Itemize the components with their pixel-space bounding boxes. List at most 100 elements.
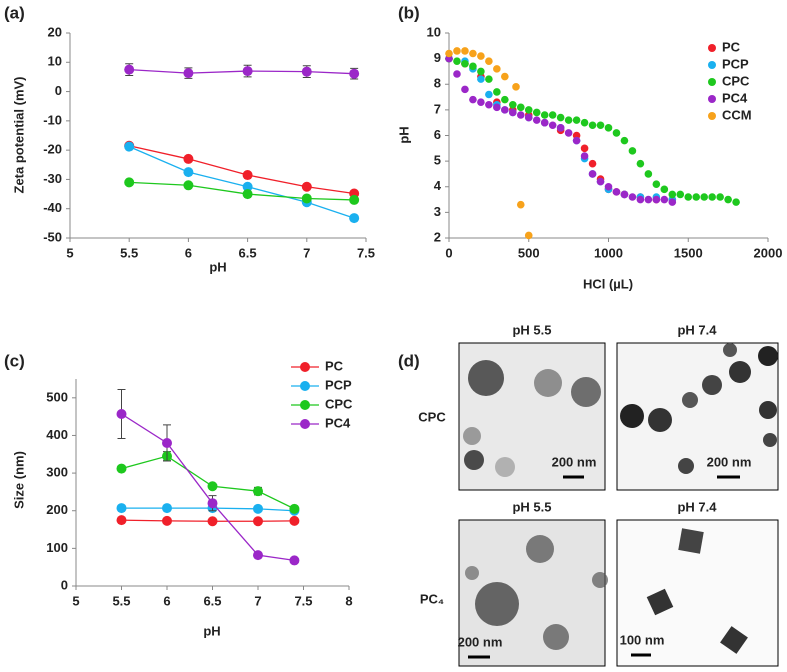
legend-marker [708,112,716,120]
micrograph: 200 nm [458,342,606,491]
point [564,129,573,137]
point [596,121,605,130]
point [289,515,300,526]
point [289,503,300,514]
point [469,49,477,58]
y-tick-label: 2 [434,229,441,244]
y-tick-label: 300 [46,465,68,480]
point [469,62,477,71]
point [684,193,693,201]
point [485,75,493,83]
x-tick-label: 5 [66,245,73,260]
micrograph: 200 nm [616,342,779,491]
point [668,198,677,206]
series-line [128,146,355,219]
point [509,108,517,117]
x-tick-label: 2000 [754,245,783,260]
point [207,481,218,492]
point [668,190,677,199]
point [501,106,509,114]
point [207,498,218,509]
y-tick-label: 8 [434,76,441,91]
point [242,181,253,192]
x-tick-label: 7.5 [294,593,312,608]
point [588,170,597,178]
y-tick-label: -30 [43,171,62,186]
y-tick-label: 4 [434,178,442,193]
point [461,47,469,55]
scale-bar-label: 100 nm [620,632,665,647]
point [548,111,557,119]
y-tick-label: 500 [46,389,68,404]
scale-bar-label: 200 nm [707,454,752,469]
point [644,170,653,178]
point [183,180,194,191]
x-tick-label: 6.5 [239,245,257,260]
x-tick-label: 7 [303,245,310,260]
legend-marker [708,44,716,52]
point [732,198,740,206]
y-tick-label: -20 [43,142,62,157]
point [116,409,127,420]
point [493,65,501,73]
legend-label: PCP [722,56,749,71]
legend-label: PC4 [722,90,748,105]
point [124,177,135,188]
point [183,68,194,79]
point [628,147,637,155]
legend-label: CCM [722,107,752,122]
point [477,98,485,106]
x-tick-label: 1000 [594,245,623,260]
point [349,68,360,79]
point [453,57,461,65]
point [477,67,485,76]
point [124,141,135,152]
series-line [129,145,355,195]
point [660,185,669,194]
image-title: pH 7.4 [677,322,717,337]
x-tick-label: 6 [185,245,192,260]
legend-marker [708,61,716,69]
y-tick-label: 10 [48,54,62,69]
chart-panel: (c) pH Size (nm) 5 5.5 6 6.5 7 7.5 8 0 100 200 300 400… [4,351,353,638]
point [652,180,661,188]
y-axis-label: pH [396,126,411,143]
point [580,118,589,127]
point [556,124,565,132]
point [453,47,461,55]
row-label: CPC [418,409,446,424]
point [301,66,312,77]
point [242,66,253,77]
point [477,75,485,83]
point [604,182,613,191]
y-tick-label: 400 [46,427,68,442]
point [501,95,509,104]
series-line [129,68,355,75]
point [116,463,127,474]
legend-label: PCP [325,377,352,392]
point [580,144,589,153]
image-title: pH 5.5 [512,322,551,337]
legend-label: CPC [722,73,750,88]
point [162,437,172,448]
point [604,124,613,132]
legend-marker [300,400,310,410]
point [349,194,360,205]
x-axis-label: HCl (µL) [583,276,633,291]
point [588,159,597,168]
y-axis-label: Zeta potential (mV) [11,76,26,193]
y-tick-label: -50 [43,229,62,244]
point [588,121,597,130]
point [548,121,557,130]
legend-label: PC [722,39,741,54]
point [461,59,469,68]
x-tick-label: 8 [345,593,352,608]
y-tick-label: 10 [427,24,441,39]
point [620,136,629,145]
point [253,486,263,497]
y-tick-label: 20 [48,24,62,39]
point [524,113,533,122]
x-tick-label: 1500 [674,245,703,260]
legend-label: PC4 [325,415,351,430]
x-tick-label: 5 [72,593,79,608]
